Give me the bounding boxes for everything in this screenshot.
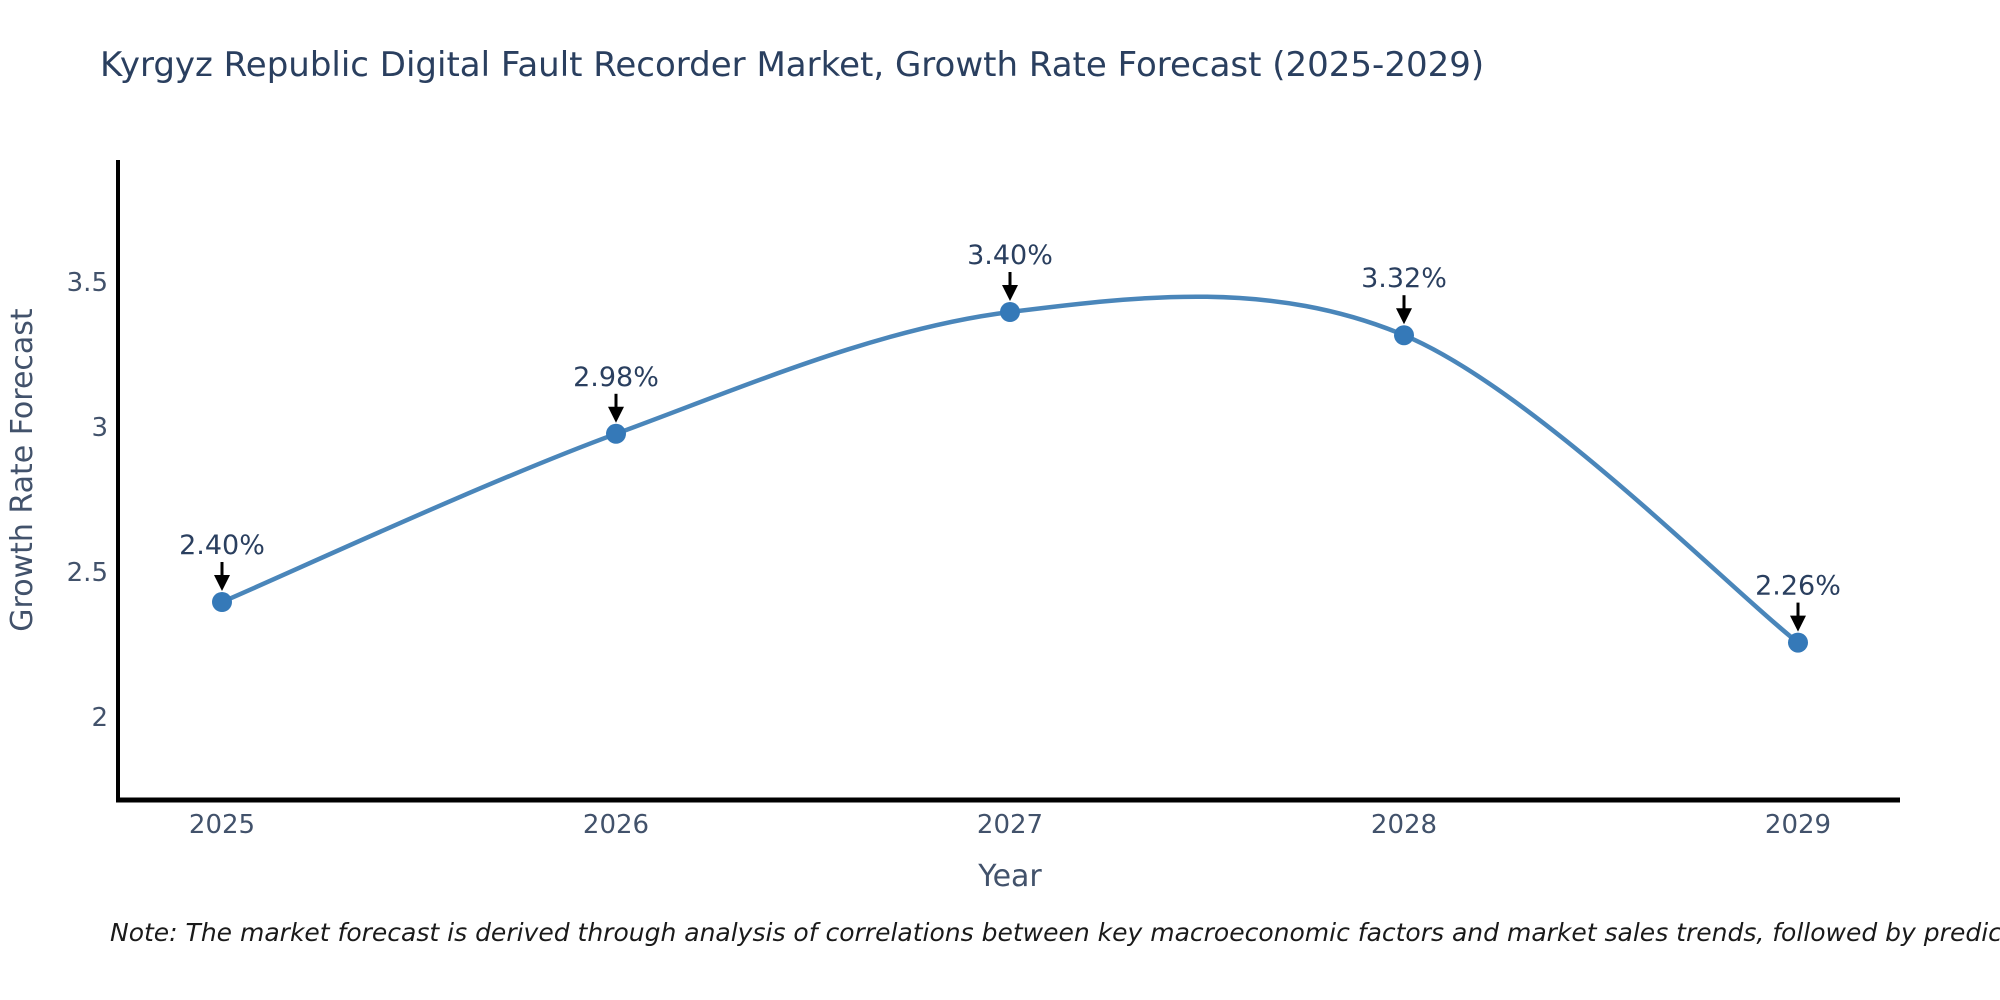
x-tick-label: 2026 bbox=[583, 810, 649, 840]
data-point-2026 bbox=[606, 423, 626, 444]
annotation-arrowhead-icon bbox=[608, 406, 624, 423]
data-point-2029 bbox=[1788, 632, 1808, 653]
y-tick-label: 2.5 bbox=[67, 558, 108, 588]
y-tick-label: 2 bbox=[91, 703, 108, 733]
forecast-line bbox=[219, 294, 1801, 645]
chart-title: Kyrgyz Republic Digital Fault Recorder M… bbox=[100, 45, 1484, 85]
x-axis-title: Year bbox=[977, 859, 1042, 894]
data-point-2027 bbox=[1000, 302, 1020, 322]
point-value-label: 2.26% bbox=[1755, 571, 1841, 602]
data-point-2028 bbox=[1394, 325, 1414, 346]
point-value-label: 3.40% bbox=[967, 240, 1053, 271]
y-axis-title: Growth Rate Forecast bbox=[5, 308, 40, 632]
plot-area: 2 2.5 3 3.5 2025 2026 2027 2028 2029 2.40% 2.98% 3.… bbox=[67, 160, 1900, 840]
point-value-label: 3.32% bbox=[1361, 263, 1447, 294]
annotation-arrowhead-icon bbox=[1396, 308, 1412, 325]
x-tick-label: 2025 bbox=[189, 810, 255, 840]
annotation-arrowhead-icon bbox=[1790, 615, 1806, 632]
x-tick-label: 2027 bbox=[977, 810, 1043, 840]
y-tick-label: 3 bbox=[91, 413, 108, 443]
x-tick-label: 2029 bbox=[1765, 810, 1831, 840]
x-tick-label: 2028 bbox=[1371, 810, 1437, 840]
y-tick-label: 3.5 bbox=[67, 268, 108, 298]
data-point-2025 bbox=[212, 592, 232, 612]
annotation-arrowhead-icon bbox=[214, 575, 230, 591]
footnote: Note: The market forecast is derived thr… bbox=[110, 918, 2000, 947]
point-value-label: 2.98% bbox=[573, 362, 659, 393]
annotation-arrowhead-icon bbox=[1002, 285, 1018, 301]
point-value-label: 2.40% bbox=[179, 530, 265, 561]
